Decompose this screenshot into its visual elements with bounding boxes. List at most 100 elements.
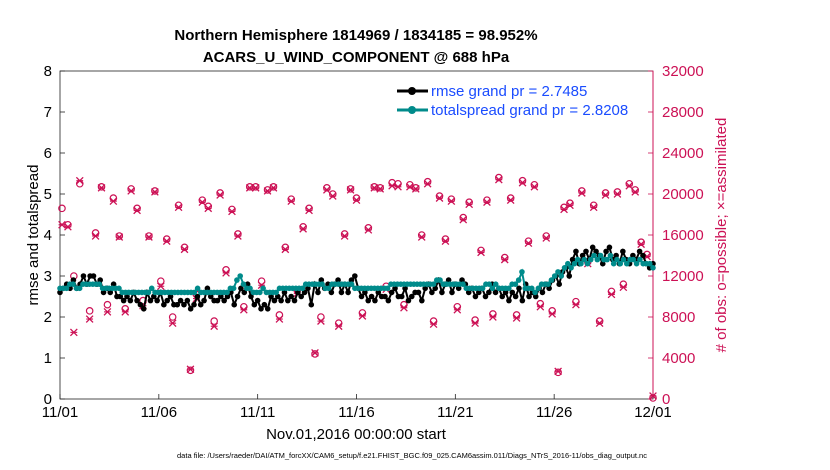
rmse-point bbox=[194, 293, 201, 300]
totalspread-point bbox=[607, 252, 614, 259]
totalspread-point bbox=[384, 285, 391, 292]
totalspread-point bbox=[430, 281, 437, 288]
rmse-point bbox=[174, 301, 181, 308]
obs-possible-point bbox=[524, 237, 533, 245]
data-file-note: data file: /Users/raeder/DAI/ATM_forcXX/… bbox=[177, 451, 647, 460]
obs-possible-point bbox=[376, 184, 385, 192]
rmse-point bbox=[261, 301, 268, 308]
rmse-point bbox=[134, 297, 140, 304]
rmse-point bbox=[325, 281, 331, 288]
obs-possible-point bbox=[174, 201, 183, 210]
rmse-point bbox=[308, 301, 315, 308]
rmse-point bbox=[539, 289, 546, 296]
totalspread-point bbox=[260, 285, 266, 292]
left-tick-label: 5 bbox=[44, 186, 52, 203]
obs-possible-point bbox=[364, 224, 373, 232]
obs-possible-point bbox=[263, 186, 272, 194]
obs-possible-point bbox=[109, 194, 118, 202]
rmse-point bbox=[345, 289, 351, 296]
obs-possible-point bbox=[459, 213, 468, 222]
obs-possible-point bbox=[323, 184, 331, 192]
rmse-point bbox=[214, 297, 221, 304]
left-tick-label: 2 bbox=[44, 309, 52, 326]
rmse-point bbox=[197, 301, 204, 308]
obs-possible-point bbox=[500, 253, 509, 262]
obs-possible-point bbox=[400, 300, 408, 309]
totalspread-point bbox=[581, 256, 587, 263]
obs-possible-point bbox=[637, 238, 645, 246]
totalspread-point bbox=[617, 260, 624, 267]
rmse-point bbox=[499, 293, 506, 300]
plot-area bbox=[59, 70, 654, 400]
rmse-point bbox=[573, 248, 579, 255]
rmse-point bbox=[254, 297, 261, 304]
obs-possible-point bbox=[453, 302, 462, 311]
totalspread-point bbox=[237, 273, 243, 279]
obs-possible-point bbox=[489, 310, 497, 318]
obs-assimilated-point bbox=[151, 188, 159, 196]
x-tick-label: 11/21 bbox=[437, 404, 473, 421]
obs-possible-point bbox=[287, 195, 296, 203]
obs-possible-point bbox=[251, 183, 260, 191]
rmse-point bbox=[408, 293, 415, 300]
left-tick-label: 4 bbox=[44, 227, 52, 244]
obs-possible-point bbox=[477, 246, 485, 255]
obs-possible-point bbox=[240, 302, 248, 311]
obs-possible-point bbox=[305, 204, 313, 213]
totalspread-point bbox=[63, 285, 70, 292]
obs-possible-point bbox=[495, 173, 503, 182]
chart-subtitle: ACARS_U_WIND_COMPONENT @ 688 hPa bbox=[203, 49, 510, 66]
rmse-point bbox=[140, 306, 147, 312]
totalspread-point bbox=[145, 289, 152, 296]
totalspread-point bbox=[558, 273, 565, 279]
chart-title: Northern Hemisphere 1814969 / 1834185 = … bbox=[174, 27, 537, 44]
obs-possible-point bbox=[311, 350, 319, 358]
rmse-point bbox=[224, 293, 231, 300]
rmse-point bbox=[187, 306, 194, 312]
obs-possible-point bbox=[340, 230, 349, 238]
obs-possible-point bbox=[234, 230, 242, 238]
obs-assimilated-point bbox=[115, 233, 124, 241]
obs-possible-point bbox=[228, 205, 236, 214]
rmse-point bbox=[358, 293, 365, 300]
totalspread-point bbox=[319, 281, 325, 288]
obs-possible-series bbox=[58, 173, 657, 402]
totalspread-point bbox=[561, 265, 568, 271]
legend-rmse-label: rmse grand pr = 2.7485 bbox=[431, 83, 587, 100]
totalspread-point bbox=[515, 277, 522, 283]
rmse-point bbox=[164, 297, 171, 304]
right-tick-label: 28000 bbox=[662, 104, 704, 121]
obs-possible-point bbox=[269, 183, 278, 191]
rmse-point bbox=[70, 277, 77, 283]
totalspread-point bbox=[637, 256, 643, 263]
totalspread-point bbox=[492, 281, 499, 288]
rmse-point bbox=[264, 306, 271, 312]
totalspread-point bbox=[299, 285, 306, 292]
rmse-point bbox=[640, 252, 646, 259]
totalspread-point bbox=[571, 260, 578, 267]
rmse-point bbox=[589, 244, 596, 251]
rmse-point bbox=[241, 289, 248, 296]
y-axis-label: rmse and totalspread bbox=[25, 165, 42, 306]
totalspread-point bbox=[623, 260, 630, 267]
totalspread-point bbox=[568, 265, 574, 271]
obs-possible-point bbox=[447, 195, 456, 203]
totalspread-point bbox=[565, 260, 571, 267]
rmse-point bbox=[556, 281, 562, 288]
obs-possible-point bbox=[198, 196, 207, 204]
rmse-point bbox=[348, 277, 355, 283]
rmse-point bbox=[405, 297, 412, 304]
obs-possible-point bbox=[560, 203, 568, 212]
rmse-point bbox=[177, 297, 184, 304]
obs-possible-point bbox=[328, 190, 337, 198]
totalspread-point bbox=[460, 281, 466, 288]
right-tick-label: 12000 bbox=[662, 268, 704, 285]
obs-possible-point bbox=[441, 235, 450, 243]
totalspread-point bbox=[519, 269, 525, 275]
obs-possible-point bbox=[346, 185, 355, 193]
rmse-point bbox=[606, 244, 613, 251]
obs-assimilated-point bbox=[554, 367, 562, 376]
rmse-point bbox=[382, 293, 388, 300]
totalspread-point bbox=[548, 277, 555, 283]
obs-possible-point bbox=[75, 179, 84, 188]
